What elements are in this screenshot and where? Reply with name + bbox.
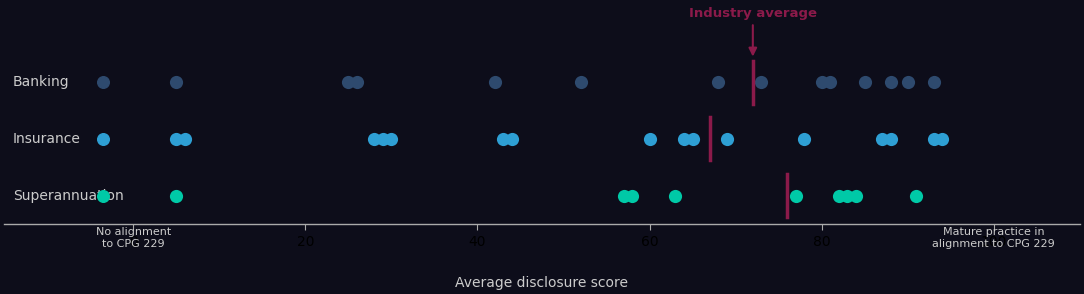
- Point: [787, 193, 804, 198]
- Point: [856, 80, 874, 84]
- Point: [710, 80, 727, 84]
- Point: [839, 193, 856, 198]
- Text: Superannuation: Superannuation: [13, 189, 124, 203]
- Point: [907, 193, 925, 198]
- Point: [339, 80, 357, 84]
- Point: [684, 136, 701, 141]
- Point: [494, 136, 512, 141]
- Point: [719, 136, 736, 141]
- Text: Banking: Banking: [13, 75, 69, 89]
- Point: [486, 80, 503, 84]
- Point: [168, 80, 185, 84]
- Point: [374, 136, 391, 141]
- Point: [348, 80, 365, 84]
- Text: No alignment
to CPG 229: No alignment to CPG 229: [95, 227, 171, 249]
- Point: [675, 136, 693, 141]
- Point: [623, 193, 641, 198]
- Point: [503, 136, 520, 141]
- Point: [813, 80, 830, 84]
- Point: [365, 136, 383, 141]
- Point: [822, 80, 839, 84]
- Text: Mature practice in
alignment to CPG 229: Mature practice in alignment to CPG 229: [932, 227, 1055, 249]
- Point: [752, 80, 770, 84]
- Point: [572, 80, 590, 84]
- Point: [177, 136, 194, 141]
- Point: [933, 136, 951, 141]
- Point: [667, 193, 684, 198]
- Point: [848, 193, 865, 198]
- Point: [94, 193, 112, 198]
- Text: Industry average: Industry average: [688, 6, 817, 54]
- Point: [641, 136, 658, 141]
- Point: [882, 80, 900, 84]
- Point: [925, 136, 942, 141]
- Point: [94, 80, 112, 84]
- Point: [168, 193, 185, 198]
- Point: [925, 80, 942, 84]
- Point: [899, 80, 916, 84]
- Point: [383, 136, 400, 141]
- Point: [168, 136, 185, 141]
- Point: [94, 136, 112, 141]
- Point: [874, 136, 891, 141]
- X-axis label: Average disclosure score: Average disclosure score: [455, 276, 629, 290]
- Point: [615, 193, 632, 198]
- Point: [796, 136, 813, 141]
- Point: [830, 193, 848, 198]
- Point: [882, 136, 900, 141]
- Text: Insurance: Insurance: [13, 132, 80, 146]
